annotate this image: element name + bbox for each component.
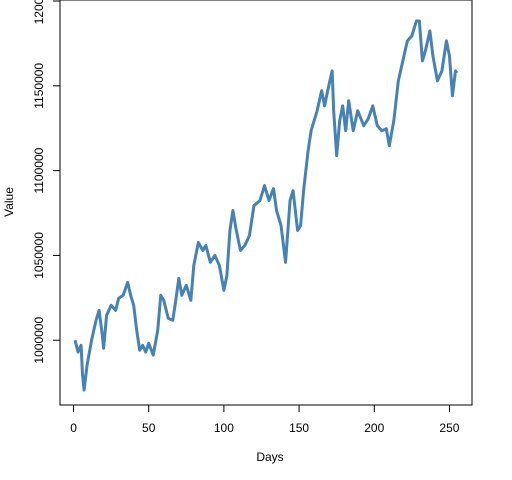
y-axis-label: Value bbox=[2, 187, 16, 217]
x-tick-label: 100 bbox=[214, 421, 234, 435]
x-tick-label: 250 bbox=[439, 421, 459, 435]
data-line bbox=[73, 19, 459, 392]
y-tick-label: 1100000 bbox=[32, 147, 46, 193]
x-tick-label: 50 bbox=[142, 421, 156, 435]
x-tick-label: 150 bbox=[289, 421, 309, 435]
x-axis-label: Days bbox=[256, 450, 283, 464]
plot-box bbox=[59, 0, 473, 406]
y-tick-label: 1150000 bbox=[32, 63, 46, 109]
y-tick-label: 1000000 bbox=[32, 317, 46, 364]
y-tick-label: 1050000 bbox=[32, 232, 46, 279]
x-tick-label: 0 bbox=[70, 421, 77, 435]
x-tick-label: 200 bbox=[364, 421, 384, 435]
y-tick-label: 1200000 bbox=[32, 0, 46, 24]
